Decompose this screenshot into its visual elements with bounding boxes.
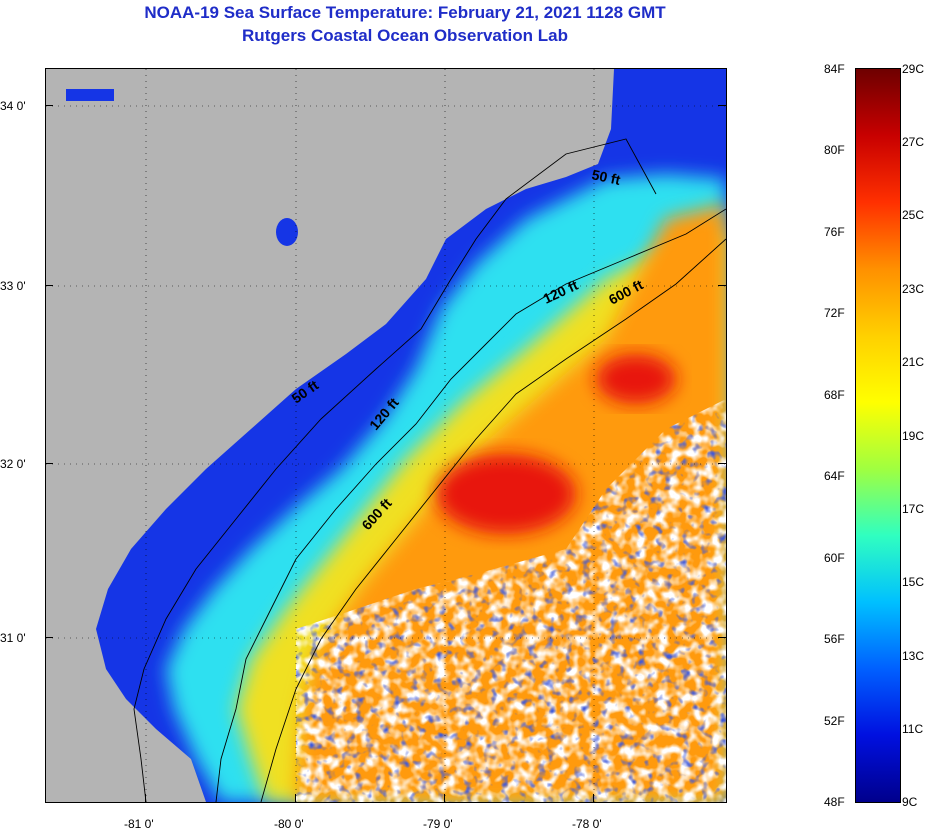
- colorbar-f-48: 48F: [824, 795, 845, 809]
- colorbar-f-60: 60F: [824, 551, 845, 565]
- lon-label-78: -78 0': [572, 817, 602, 831]
- lake-marion: [276, 218, 298, 246]
- lon-label-81: -81 0': [124, 817, 154, 831]
- lon-label-80: -80 0': [274, 817, 304, 831]
- colorbar-f-56: 56F: [824, 632, 845, 646]
- warm-core: [436, 454, 576, 534]
- bathymetry-contours: [133, 138, 726, 802]
- colorbar-c-19: 19C: [902, 429, 925, 443]
- colorbar-c-21: 21C: [902, 355, 925, 369]
- colorbar-c-17: 17C: [902, 502, 925, 516]
- lon-label-79: -79 0': [423, 817, 453, 831]
- colorbar-f-68: 68F: [824, 388, 845, 402]
- colorbar-c-27: 27C: [902, 135, 925, 149]
- contour-120ft: [215, 208, 726, 802]
- temperature-colorbar: [855, 68, 901, 803]
- contour-600ft: [260, 238, 726, 802]
- colorbar-c-23: 23C: [902, 282, 925, 296]
- lat-label-31: 31 0': [0, 631, 26, 645]
- contour-label-50ft-north: 50 ft: [590, 166, 622, 188]
- page-subtitle: Rutgers Coastal Ocean Observation Lab: [242, 26, 568, 45]
- colorbar-c-15: 15C: [902, 575, 925, 589]
- colorbar-c-25: 25C: [902, 208, 925, 222]
- grid-lines: [46, 69, 726, 802]
- sst-map-svg: 50 ft 120 ft 600 ft 50 ft 120 ft 600 ft: [46, 69, 726, 802]
- sst-map[interactable]: 50 ft 120 ft 600 ft 50 ft 120 ft 600 ft: [45, 68, 727, 803]
- colorbar-f-64: 64F: [824, 469, 845, 483]
- lat-label-34: 34 0': [0, 99, 26, 113]
- colorbar-c-29: 29C: [902, 62, 925, 76]
- warm-patch: [596, 354, 676, 404]
- page-title: NOAA-19 Sea Surface Temperature: Februar…: [144, 3, 666, 22]
- colorbar-f-84: 84F: [824, 62, 845, 76]
- colorbar-c-13: 13C: [902, 649, 925, 663]
- colorbar-c-11: 11C: [902, 722, 924, 736]
- colorbar-f-72: 72F: [824, 306, 845, 320]
- colorbar-f-52: 52F: [824, 714, 845, 728]
- colorbar-f-80: 80F: [824, 143, 845, 157]
- lat-label-33: 33 0': [0, 279, 26, 293]
- colorbar-c-9: 9C: [902, 795, 918, 809]
- contour-50ft: [133, 138, 657, 802]
- lake-waccamaw: [66, 89, 114, 101]
- colorbar-f-76: 76F: [824, 225, 845, 239]
- lat-label-32: 32 0': [0, 457, 26, 471]
